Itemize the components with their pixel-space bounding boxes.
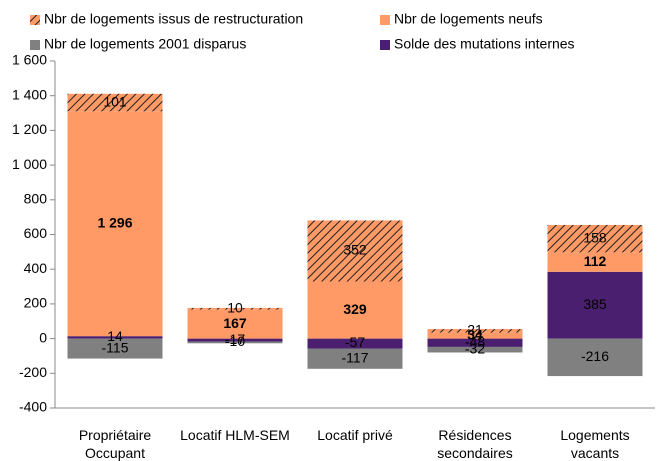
- x-tick-label: Locatif HLM-SEM: [180, 427, 290, 443]
- bar-segment: [427, 332, 523, 339]
- value-label: 158: [583, 229, 607, 245]
- y-tick-label: 400: [24, 260, 48, 276]
- bar-segment: [67, 338, 163, 359]
- y-tick-label: 0: [39, 329, 47, 345]
- value-label: 352: [343, 242, 367, 258]
- value-label: 1 296: [97, 214, 132, 230]
- value-label: 167: [223, 315, 247, 331]
- y-tick-label: 800: [24, 191, 48, 207]
- value-label: -115: [102, 339, 129, 355]
- x-tick-label: Logements vacants: [560, 427, 630, 461]
- bar-segment: [187, 307, 283, 310]
- value-label: -216: [581, 348, 609, 364]
- bar-segment: [427, 329, 523, 333]
- x-tick-label: Résidences secondaires: [437, 427, 513, 461]
- value-label: 385: [583, 296, 607, 312]
- y-tick-label: 1 600: [12, 52, 47, 68]
- bar-segment: [307, 338, 403, 349]
- y-tick-label: 600: [24, 225, 48, 241]
- value-label: 14: [107, 328, 123, 344]
- bar-segment: [187, 338, 283, 342]
- legend-label: Nbr de logements issus de restructuratio…: [44, 11, 303, 27]
- legend-label: Solde des mutations internes: [394, 36, 575, 52]
- bar-segment: [547, 252, 643, 272]
- y-tick-label: -400: [19, 399, 47, 415]
- y-tick-label: 1 000: [12, 156, 47, 172]
- value-label: -32: [465, 340, 485, 356]
- value-label: 10: [227, 299, 243, 315]
- value-label: 34: [467, 326, 483, 342]
- x-tick-label: Propriétaire Occupant: [78, 427, 152, 461]
- bar-segment: [547, 224, 643, 253]
- legend-label: Nbr de logements 2001 disparus: [44, 36, 246, 52]
- y-tick-label: 1 400: [12, 86, 47, 102]
- value-label: 21: [467, 322, 483, 338]
- value-label: 101: [103, 93, 127, 109]
- y-tick-label: -200: [19, 364, 47, 380]
- bar-segment: [67, 111, 163, 337]
- legend-label: Nbr de logements neufs: [394, 11, 543, 27]
- bar-segment: [427, 346, 523, 353]
- x-tick-label: Locatif privé: [317, 427, 393, 443]
- bar-segment: [547, 338, 643, 377]
- value-label: -17: [225, 331, 245, 347]
- y-tick-label: 1 200: [12, 121, 47, 137]
- bar-segment: [547, 271, 643, 339]
- bar-segment: [307, 281, 403, 339]
- value-label: -10: [225, 333, 245, 349]
- bar-segment: [187, 341, 283, 344]
- bar-segment: [67, 336, 163, 339]
- legend-swatch: [30, 40, 40, 50]
- legend-swatch: [380, 40, 390, 50]
- bar-segment: [187, 309, 283, 339]
- value-label: -117: [342, 349, 369, 365]
- value-label: -57: [345, 334, 365, 350]
- y-tick-label: 200: [24, 295, 48, 311]
- value-label: 112: [584, 253, 607, 269]
- bar-segment: [427, 338, 523, 347]
- bar-segment: [67, 93, 163, 112]
- bar-segment: [307, 220, 403, 282]
- legend-swatch: [30, 15, 40, 25]
- bar-segment: [307, 348, 403, 369]
- value-label: 329: [343, 301, 367, 317]
- legend-swatch: [380, 15, 390, 25]
- value-label: -48: [465, 333, 485, 349]
